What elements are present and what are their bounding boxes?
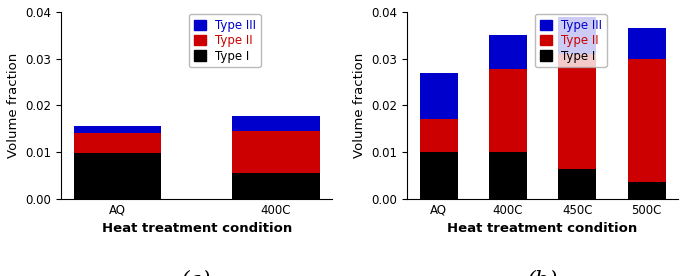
Bar xyxy=(232,173,320,199)
Y-axis label: Volume fraction: Volume fraction xyxy=(7,53,20,158)
Bar xyxy=(73,126,161,133)
Text: (a): (a) xyxy=(182,270,212,276)
Bar xyxy=(73,153,161,199)
Bar xyxy=(419,119,458,152)
X-axis label: Heat treatment condition: Heat treatment condition xyxy=(101,222,292,235)
Legend: Type III, Type II, Type I: Type III, Type II, Type I xyxy=(535,14,607,67)
Bar xyxy=(489,152,527,199)
Bar xyxy=(558,54,597,169)
Legend: Type III, Type II, Type I: Type III, Type II, Type I xyxy=(189,14,261,67)
Bar xyxy=(627,28,666,59)
Bar xyxy=(489,69,527,152)
Bar xyxy=(232,131,320,173)
Bar xyxy=(627,59,666,182)
Y-axis label: Volume fraction: Volume fraction xyxy=(353,53,366,158)
Bar xyxy=(419,152,458,199)
Bar xyxy=(419,73,458,119)
Bar xyxy=(73,133,161,153)
X-axis label: Heat treatment condition: Heat treatment condition xyxy=(447,222,638,235)
Bar xyxy=(558,17,597,54)
Bar xyxy=(627,182,666,199)
Text: (b): (b) xyxy=(527,270,558,276)
Bar xyxy=(558,169,597,199)
Bar xyxy=(489,35,527,69)
Bar xyxy=(232,116,320,131)
